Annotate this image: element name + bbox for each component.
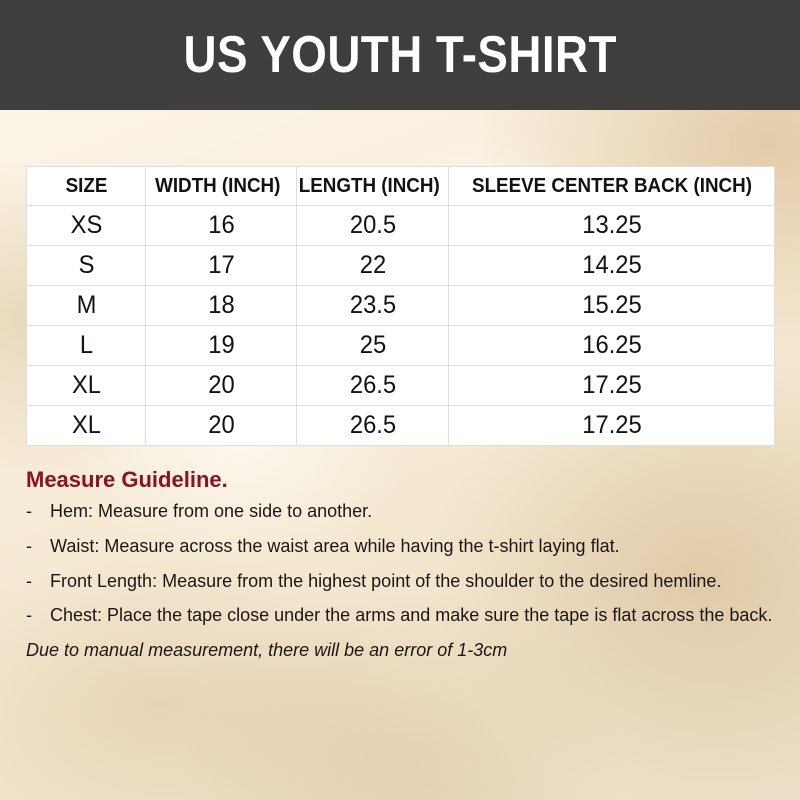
title-bar: US YOUTH T-SHIRT [0, 0, 800, 110]
table-row: XL 20 26.5 17.25 [27, 365, 775, 406]
measurement-disclaimer: Due to manual measurement, there will be… [26, 639, 508, 660]
list-item-text: Chest: Place the tape close under the ar… [50, 605, 773, 626]
cell-size: M [29, 285, 143, 326]
table-header-row: SIZE WIDTH (INCH) LENGTH (INCH) SLEEVE C… [27, 166, 775, 206]
table-row: M 18 23.5 15.25 [27, 285, 775, 326]
list-item: - Front Length: Measure from the highest… [26, 571, 786, 592]
column-header-width: WIDTH (INCH) [149, 166, 293, 206]
measure-guideline-list: - Hem: Measure from one side to another.… [26, 501, 786, 626]
cell-length: 23.5 [299, 285, 446, 326]
cell-sleeve: 14.25 [456, 245, 767, 286]
size-chart-container: SIZE WIDTH (INCH) LENGTH (INCH) SLEEVE C… [26, 166, 775, 446]
cell-sleeve: 13.25 [456, 205, 767, 246]
column-header-sleeve-center-back: SLEEVE CENTER BACK (INCH) [457, 166, 766, 206]
cell-width: 20 [148, 405, 294, 446]
cell-width: 20 [148, 365, 294, 406]
table-row: XS 16 20.5 13.25 [27, 205, 775, 246]
table-row: XL 20 26.5 17.25 [27, 405, 775, 446]
cell-length: 26.5 [299, 365, 446, 406]
cell-size: S [29, 245, 143, 286]
page-title: US YOUTH T-SHIRT [183, 26, 617, 84]
cell-width: 17 [148, 245, 294, 286]
cell-width: 18 [148, 285, 294, 326]
list-item: - Hem: Measure from one side to another. [26, 501, 786, 522]
cell-size: XL [29, 405, 143, 446]
bullet-dash-icon: - [26, 605, 32, 626]
measure-guideline-heading: Measure Guideline. [26, 467, 228, 492]
cell-length: 25 [299, 325, 446, 366]
list-item: - Waist: Measure across the waist area w… [26, 536, 786, 557]
column-header-size: SIZE [29, 166, 143, 206]
cell-length: 20.5 [299, 205, 446, 246]
cell-sleeve: 16.25 [456, 325, 767, 366]
cell-size: L [29, 325, 143, 366]
bullet-dash-icon: - [26, 501, 32, 522]
size-chart-table: SIZE WIDTH (INCH) LENGTH (INCH) SLEEVE C… [26, 166, 775, 446]
bullet-dash-icon: - [26, 570, 32, 591]
cell-sleeve: 17.25 [456, 405, 767, 446]
table-row: L 19 25 16.25 [27, 325, 775, 366]
cell-width: 16 [148, 205, 294, 246]
cell-sleeve: 15.25 [456, 285, 767, 326]
cell-size: XL [29, 365, 143, 406]
cell-size: XS [29, 205, 143, 246]
table-row: S 17 22 14.25 [27, 245, 775, 286]
cell-length: 22 [299, 245, 446, 286]
list-item: - Chest: Place the tape close under the … [26, 605, 786, 626]
list-item-text: Hem: Measure from one side to another. [50, 501, 373, 522]
cell-sleeve: 17.25 [456, 365, 767, 406]
list-item-text: Waist: Measure across the waist area whi… [50, 535, 620, 556]
column-header-length: LENGTH (INCH) [298, 166, 445, 206]
measure-guideline-section: Measure Guideline. - Hem: Measure from o… [26, 467, 786, 661]
cell-width: 19 [148, 325, 294, 366]
list-item-text: Front Length: Measure from the highest p… [50, 570, 722, 591]
cell-length: 26.5 [299, 405, 446, 446]
bullet-dash-icon: - [26, 535, 32, 556]
